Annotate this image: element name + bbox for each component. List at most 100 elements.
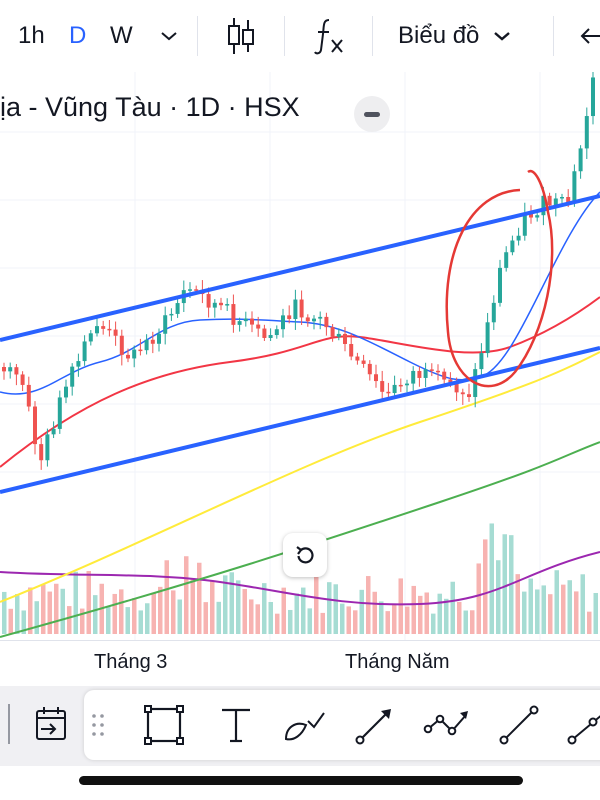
candle	[225, 304, 230, 306]
volume-bar	[294, 593, 299, 634]
volume-bar	[112, 593, 117, 634]
candle	[57, 397, 62, 429]
candle	[429, 369, 434, 371]
ray-icon[interactable]	[562, 700, 600, 750]
candle	[188, 289, 192, 291]
candle	[529, 213, 533, 218]
candle	[553, 198, 558, 206]
candle	[95, 326, 99, 334]
volume-bar	[242, 589, 247, 634]
toolbar-edge-divider	[8, 704, 10, 744]
candle	[423, 369, 428, 378]
volume-bar	[229, 572, 234, 634]
candle	[547, 195, 552, 206]
candle	[591, 77, 595, 117]
arrow-icon[interactable]	[350, 700, 400, 750]
candle	[76, 361, 81, 367]
candle	[250, 318, 254, 325]
volume-bar	[522, 591, 527, 634]
candle	[126, 354, 130, 359]
candle	[460, 392, 465, 395]
chart-type-dropdown[interactable]: Biểu đồ	[398, 0, 511, 72]
candle	[367, 363, 372, 375]
candle	[405, 383, 409, 386]
drawing-toolbar	[0, 686, 600, 766]
candle	[392, 384, 397, 394]
candle	[504, 252, 509, 268]
candle	[584, 116, 589, 149]
price-chart[interactable]	[0, 72, 600, 640]
chart-pane[interactable]: ịa - Vũng Tàu · 1D · HSX	[0, 72, 600, 640]
volume-bar	[444, 598, 449, 634]
interval-1h[interactable]: 1h	[18, 22, 45, 49]
candle	[535, 215, 540, 218]
volume-bar	[567, 580, 572, 634]
candle	[194, 289, 199, 291]
volume-bar	[580, 574, 585, 634]
candle	[88, 333, 93, 342]
volume-bar	[106, 606, 111, 634]
volume-bar	[470, 610, 475, 634]
text-icon[interactable]	[211, 700, 261, 750]
volume-bar	[327, 582, 332, 634]
volume-bar	[197, 562, 202, 634]
annotation-circle	[445, 169, 554, 388]
candle	[485, 322, 490, 354]
volume-bar	[593, 592, 598, 634]
volume-ma-line	[0, 551, 600, 606]
volume-bar	[307, 608, 312, 634]
interval-w[interactable]: W	[110, 22, 133, 49]
volume-bar	[275, 613, 280, 634]
calendar-range-icon[interactable]	[26, 700, 76, 750]
candle	[318, 316, 323, 319]
path-icon[interactable]	[422, 700, 472, 750]
candle	[107, 328, 112, 331]
indicators-fx-icon[interactable]	[313, 0, 345, 72]
candle	[516, 235, 521, 241]
reset-chart-button[interactable]	[283, 533, 327, 577]
volume-bar	[41, 584, 46, 634]
time-axis[interactable]: Tháng 3 Tháng Năm	[0, 640, 600, 687]
volume-bar	[528, 578, 533, 634]
interval-d[interactable]: D	[69, 22, 87, 49]
candle	[560, 197, 564, 199]
volume-bar	[333, 584, 338, 634]
brush-icon[interactable]	[280, 700, 330, 750]
candle	[349, 343, 354, 357]
volume-bar	[385, 611, 390, 634]
candle	[82, 341, 87, 362]
undo-arrow-icon[interactable]	[580, 0, 600, 72]
reset-icon	[296, 546, 314, 564]
collapse-legend-button[interactable]	[354, 96, 390, 132]
candle	[20, 374, 25, 385]
volume-bar	[554, 570, 559, 634]
rectangle-icon[interactable]	[139, 700, 189, 750]
volume-bar	[203, 602, 208, 634]
volume-bar	[353, 610, 358, 634]
chart-toolbar: 1h D W Biểu đồ	[0, 0, 600, 72]
candle	[243, 318, 248, 322]
volume-bar	[366, 576, 371, 634]
candle	[522, 213, 527, 236]
volume-bar	[190, 579, 195, 634]
volume-bar	[411, 585, 416, 634]
candle	[299, 299, 304, 318]
candlestick-icon[interactable]	[226, 0, 256, 72]
candle	[281, 315, 285, 330]
chart-title: ịa - Vũng Tàu · 1D · HSX	[0, 92, 300, 122]
volume-bar	[548, 594, 553, 634]
volume-bar	[132, 598, 137, 634]
drawing-tools-panel	[84, 690, 600, 760]
candle	[324, 316, 329, 328]
drag-handle-icon[interactable]	[88, 700, 108, 750]
candle	[113, 329, 118, 336]
candle	[330, 327, 335, 337]
volume-bar	[2, 591, 7, 634]
volume-bar	[54, 583, 59, 634]
candle	[64, 386, 68, 398]
volume-bar	[340, 603, 345, 634]
trend-line-icon[interactable]	[494, 700, 544, 750]
interval-dropdown-chevron-icon[interactable]	[160, 0, 178, 72]
volume-bar	[450, 581, 455, 634]
volume-bar	[359, 589, 364, 634]
